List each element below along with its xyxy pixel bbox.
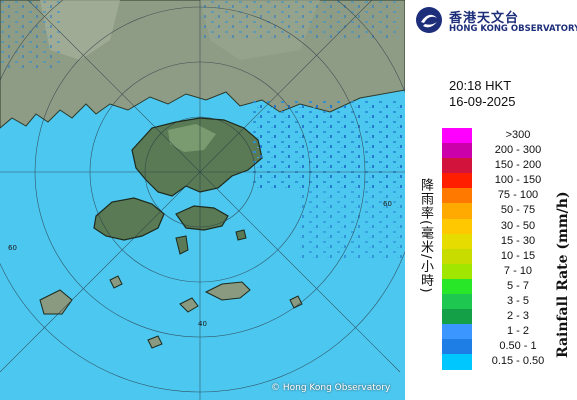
legend-color-scale [442,128,472,370]
land-highlight [168,124,216,152]
legend-swatch [442,309,472,325]
observation-date: 16-09-2025 [449,94,516,109]
legend-label: 150 - 200 [494,159,542,172]
small-island [179,297,199,313]
logo-chinese-name: 香港天文台 [449,11,520,26]
legend-label: 5 - 7 [506,279,529,292]
legend-swatch [442,354,472,370]
small-island [289,295,303,309]
legend-title-english: Rainfall Rate (mm/h) [555,191,571,359]
rain-echo-area [0,0,60,70]
legend-label: 2 - 3 [506,310,529,323]
legend-title-english-wrap: Rainfall Rate (mm/h) [555,175,573,375]
legend-label: 7 - 10 [503,264,533,277]
legend-panel: 香港天文台 HONG KONG OBSERVATORY 20:18 HKT 16… [405,0,577,400]
lantau-island [93,197,165,241]
range-rings [0,0,405,400]
legend-label: 75 - 100 [497,189,539,202]
rain-echo-area [200,0,400,40]
legend-value-labels: >300 200 - 300 150 - 200 100 - 150 75 - 100 5… [478,128,558,370]
small-island [147,335,163,349]
legend-swatch [442,173,472,189]
legend-swatch [442,278,472,295]
legend-label: 200 - 300 [494,144,542,157]
legend-swatch [442,339,472,355]
legend-label: 0.50 - 1 [499,340,537,353]
legend-label: 100 - 150 [494,174,542,187]
copyright-text: © Hong Kong Observatory [271,383,391,393]
legend-label: 3 - 5 [506,295,529,308]
legend-swatch [442,294,472,310]
radar-map: 40 60 60 © Hong Kong Observatory [0,0,405,400]
legend-swatch [442,188,472,204]
small-island [109,275,123,289]
legend-swatch [442,128,472,144]
legend-label: 0.15 - 0.50 [491,355,545,368]
legend-label: 50 - 75 [500,204,536,217]
legend-label: 30 - 50 [500,219,536,232]
legend-swatch [442,143,472,159]
small-island [204,281,251,301]
legend-swatch [442,263,472,279]
legend-swatch [442,203,472,219]
legend-swatch [442,248,472,264]
range-label-60: 60 [383,200,392,208]
legend-label: 1 - 2 [506,325,529,338]
legend-label: >300 [505,129,531,141]
legend-swatch [442,233,472,249]
rain-echo-area [300,190,405,260]
legend-label: 10 - 15 [500,249,536,262]
observation-time: 20:18 HKT [449,78,512,93]
hong-kong-landmass [131,117,263,197]
small-island [235,229,247,241]
observatory-emblem-icon [416,7,442,33]
radar-spoke [0,0,373,373]
legend-swatch [442,158,472,174]
logo-english-name: HONG KONG OBSERVATORY [449,24,577,34]
range-label-60-west: 60 [8,244,17,252]
legend-swatch [442,324,472,340]
legend-label: 15 - 30 [500,234,536,247]
legend-title-chinese: 降雨率(毫米/小時) [418,178,433,294]
legend-swatch [442,218,472,234]
lamma-island [175,235,189,255]
range-label-40: 40 [198,320,207,328]
rain-echo-area [250,100,405,190]
radar-map-canvas: 40 60 60 [0,0,405,400]
